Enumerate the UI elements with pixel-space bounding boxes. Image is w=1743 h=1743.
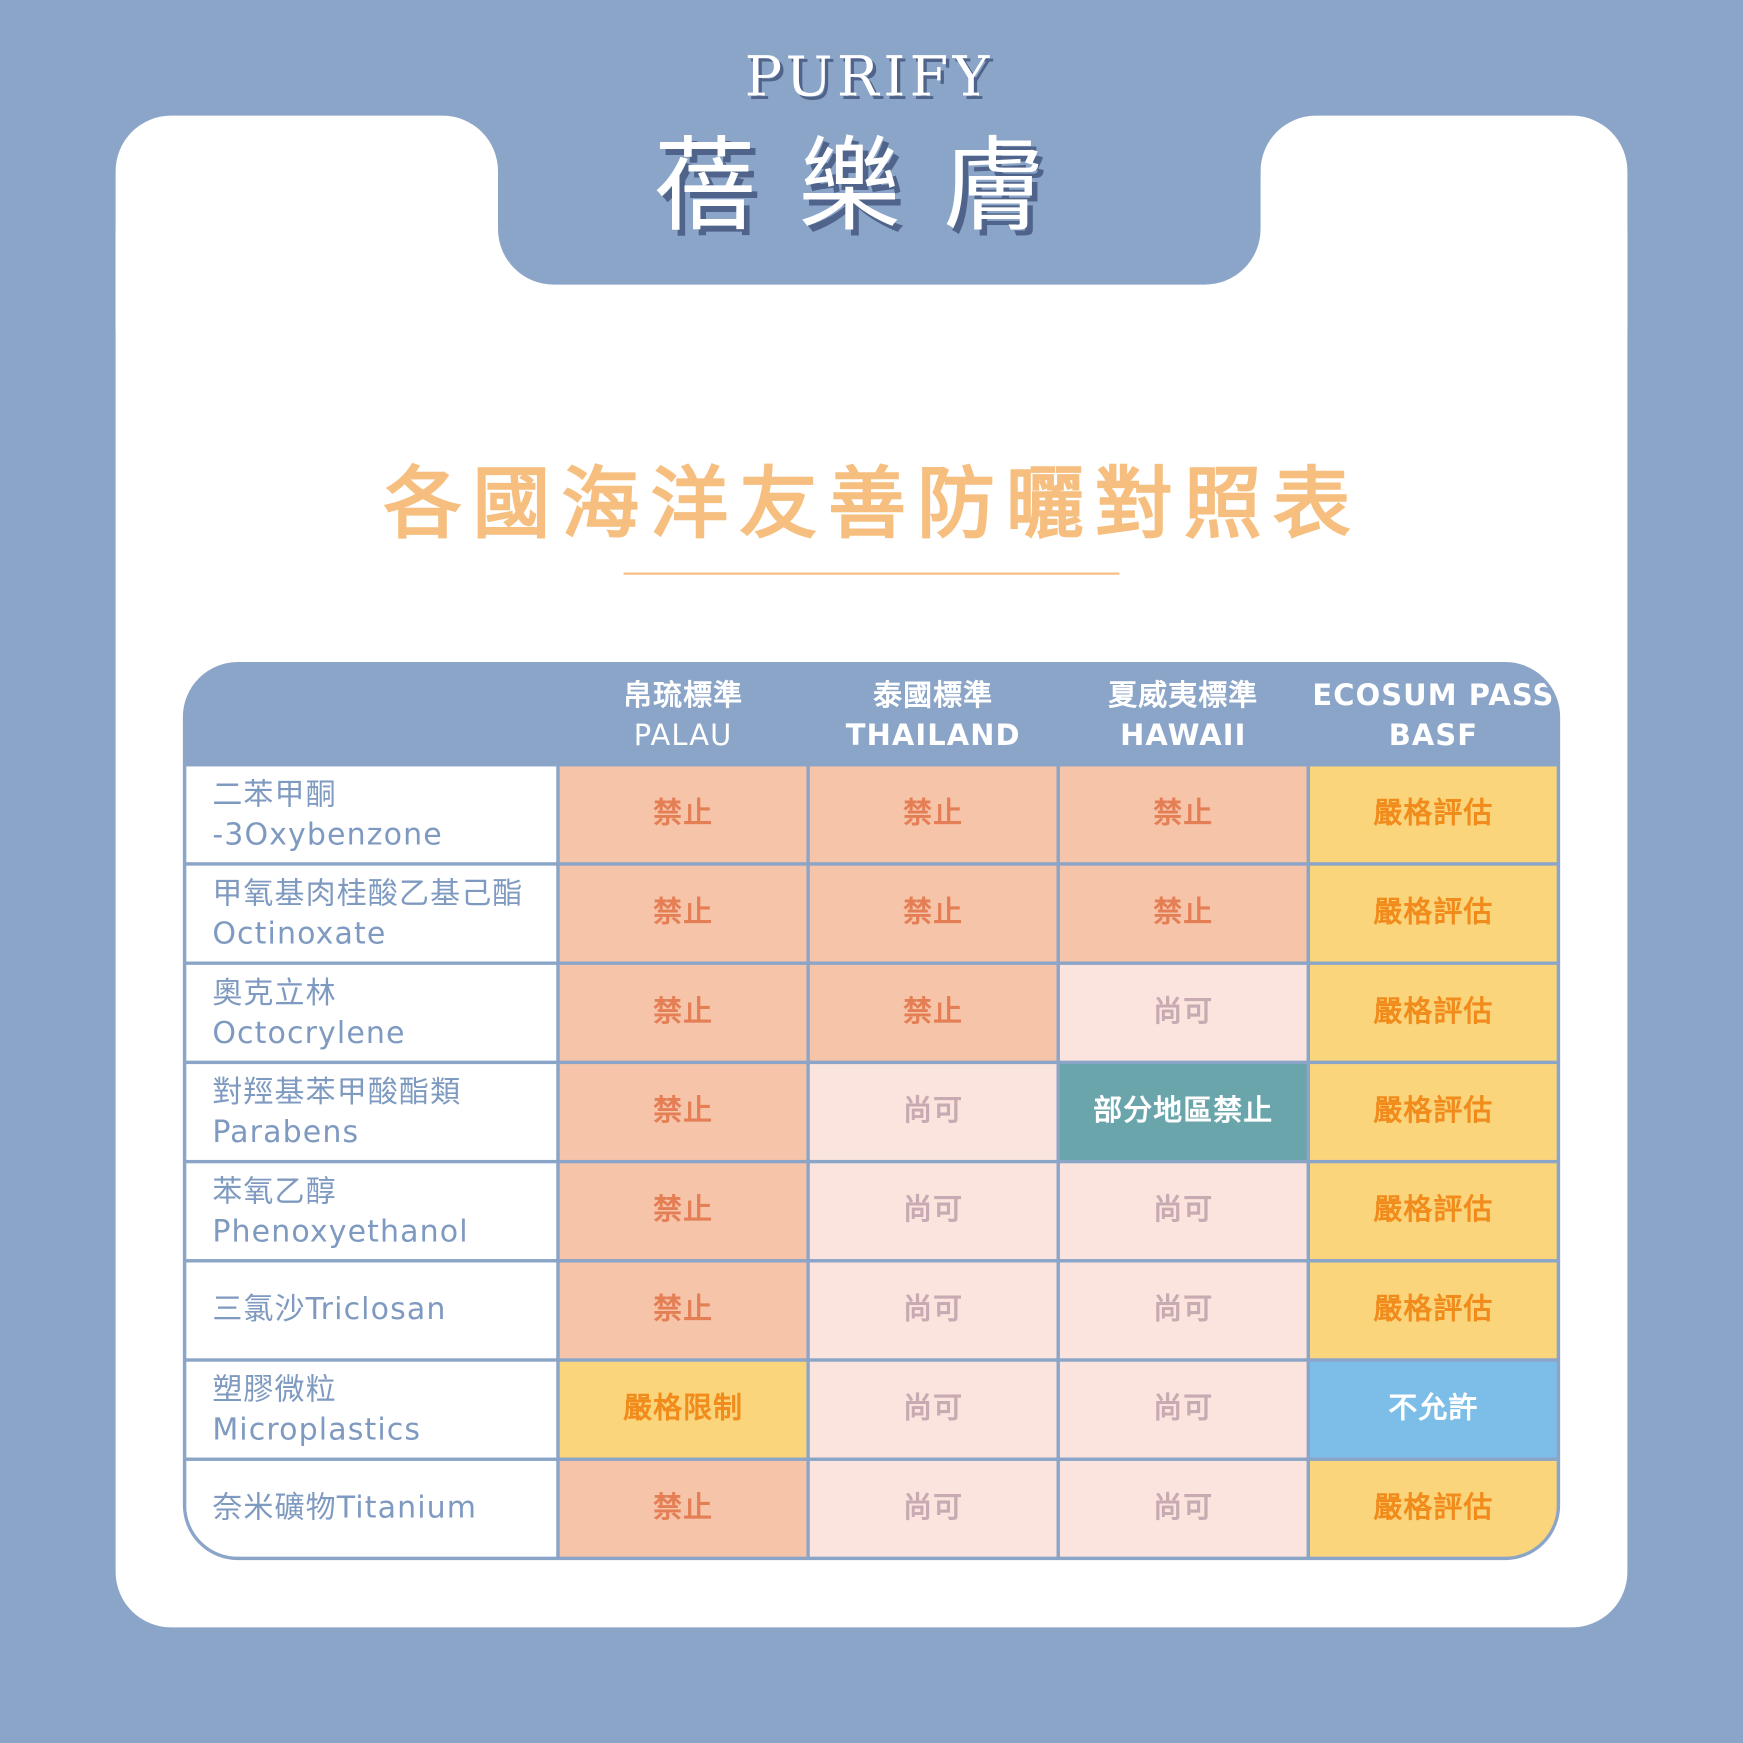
status-text: 禁止 [903, 994, 963, 1028]
status-text: 尚可 [1153, 1391, 1213, 1425]
status-cell [806, 961, 1060, 1065]
status-text: 禁止 [653, 1093, 713, 1127]
status-text: 尚可 [903, 1192, 963, 1226]
column-header: THAILAND [846, 718, 1021, 752]
status-text: 尚可 [903, 1291, 963, 1325]
status-cell [806, 1159, 1060, 1263]
status-text: 尚可 [1153, 1291, 1213, 1325]
row-label: 奈米礦物Titanium [212, 1490, 477, 1525]
status-cell [806, 1259, 1060, 1362]
status-cell [1306, 1060, 1559, 1164]
brand-name: 蓓樂膚 [654, 127, 1087, 246]
row-label-cell [184, 1060, 560, 1164]
status-text: 部分地區禁止 [1093, 1093, 1273, 1127]
column-header: PALAU [634, 718, 733, 752]
status-text: 禁止 [653, 1291, 713, 1325]
status-cell [1306, 1259, 1559, 1362]
status-cell [1056, 1457, 1311, 1559]
status-cell [1306, 862, 1559, 965]
status-text: 禁止 [653, 994, 713, 1028]
column-header: ECOSUM PASS [1312, 678, 1554, 712]
row-label-cell [184, 1159, 560, 1263]
status-cell [556, 961, 810, 1065]
status-text: 嚴格評估 [1373, 1093, 1493, 1127]
status-cell [1056, 1358, 1311, 1461]
row-label: Octinoxate [212, 917, 386, 952]
status-text: 尚可 [1153, 1490, 1213, 1524]
row-label: 對羥基苯甲酸酯類 [212, 1075, 461, 1110]
row-label: Microplastics [212, 1413, 421, 1448]
brand: PURIFY [745, 45, 994, 110]
status-cell [1306, 1159, 1559, 1263]
status-text: 嚴格評估 [1373, 895, 1493, 929]
status-text: 禁止 [653, 895, 713, 929]
status-text: 禁止 [903, 895, 963, 929]
status-text: 禁止 [1153, 795, 1213, 829]
header-tab [498, 0, 1261, 285]
status-text: 嚴格評估 [1373, 1490, 1493, 1524]
status-text: 嚴格評估 [1373, 1291, 1493, 1325]
status-text: 禁止 [653, 1490, 713, 1524]
status-text: 尚可 [903, 1391, 963, 1425]
status-text: 禁止 [653, 1192, 713, 1226]
status-cell [556, 763, 810, 866]
table: 帛琉標準 PALAU 泰國標準 THAILAND 夏威夷標準 HAWAII ECOSUM P… [184, 663, 1559, 1559]
status-cell [556, 1457, 810, 1559]
title: 各國海洋友善防曬對照表 [384, 460, 1362, 550]
brand-name-shadow: 蓓樂膚 [659, 133, 1092, 252]
status-text: 禁止 [653, 795, 713, 829]
status-cell [556, 1060, 810, 1164]
row-label: 甲氧基肉桂酸乙基己酯 [212, 877, 523, 912]
status-cell [806, 862, 1060, 965]
status-text: 嚴格評估 [1373, 994, 1493, 1028]
status-cell [1306, 1457, 1559, 1559]
status-text: 禁止 [1153, 895, 1213, 929]
row-label: 三氯沙Triclosan [212, 1292, 446, 1327]
column-header: 泰國標準 [873, 678, 993, 712]
row-label: 苯氧乙醇 [212, 1174, 336, 1209]
status-text: 嚴格限制 [623, 1391, 743, 1425]
row-label-cell [184, 1457, 560, 1559]
status-cell [1306, 961, 1559, 1065]
status-cell [1056, 1159, 1311, 1263]
row-label: Octocrylene [212, 1016, 405, 1051]
header-row [184, 663, 1559, 765]
table-border [182, 661, 1561, 1561]
brand-shadow: PURIFY [748, 48, 997, 113]
row-label: Parabens [212, 1115, 359, 1150]
status-cell [1056, 961, 1311, 1065]
status-text: 不允許 [1388, 1391, 1478, 1425]
status-text: 嚴格評估 [1373, 795, 1493, 829]
status-text: 嚴格評估 [1373, 1192, 1493, 1226]
status-text: 禁止 [903, 795, 963, 829]
status-text: 尚可 [1153, 994, 1213, 1028]
row-label: 二苯甲酮 [212, 777, 336, 812]
column-header: 帛琉標準 [623, 678, 743, 712]
row-label-cell [184, 1259, 560, 1362]
status-cell [806, 763, 1060, 866]
row-label: 塑膠微粒 [212, 1373, 336, 1408]
row-label: -3Oxybenzone [212, 817, 442, 852]
row-label: 奧克立林 [212, 976, 336, 1011]
row-label: Phenoxyethanol [212, 1214, 468, 1249]
column-header: HAWAII [1120, 718, 1246, 752]
status-cell [556, 862, 810, 965]
column-header: 夏威夷標準 [1108, 678, 1258, 712]
status-cell [1056, 1060, 1311, 1164]
status-cell [1306, 763, 1559, 866]
column-header: BASF [1389, 718, 1478, 752]
status-cell [806, 1060, 1060, 1164]
status-cell [1306, 1358, 1559, 1461]
status-text: 尚可 [1153, 1192, 1213, 1226]
status-cell [556, 1259, 810, 1362]
status-text: 尚可 [903, 1490, 963, 1524]
status-text: 尚可 [903, 1093, 963, 1127]
